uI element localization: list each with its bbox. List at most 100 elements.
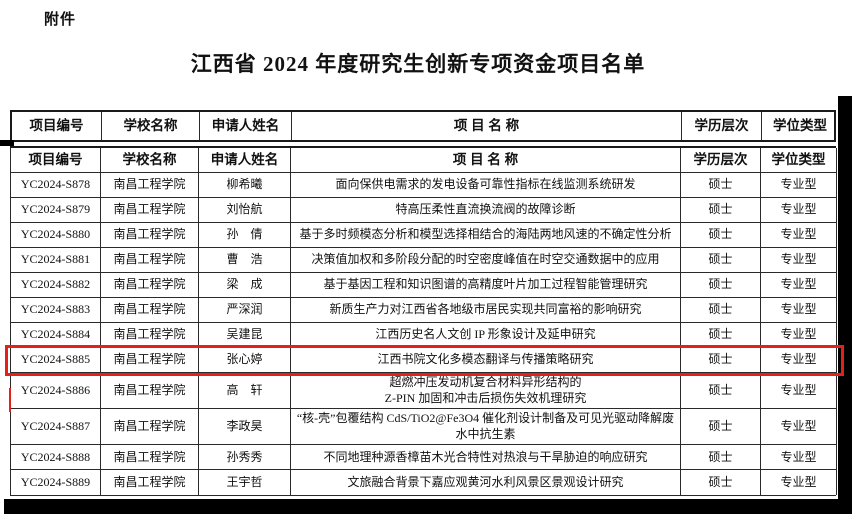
cell-level: 硕士 [681,409,761,446]
cell-applicant: 李政昊 [199,409,291,446]
table-row: YC2024-S878 南昌工程学院 柳希曦 面向保供电需求的发电设备可靠性指标在线监… [11,173,837,198]
project-table: 项目编号 学校名称 申请人姓名项 目 名 称学历层次 学位类型 项目编号 学校名称 申请人… [5,110,844,497]
cell-project-id: YC2024-S879 [11,198,101,223]
header-cell: 项目编号 [12,112,102,140]
cell-project-title: “核-壳”包覆结构 CdS/TiO2@Fe3O4 催化剂设计制备及可见光驱动降解… [291,409,681,446]
cell-school: 南昌工程学院 [101,323,199,348]
cell-level: 硕士 [681,348,761,373]
cell-level: 硕士 [681,470,761,496]
cell-school: 南昌工程学院 [101,445,199,471]
cell-project-id: YC2024-S878 [11,173,101,198]
cell-degree-type: 专业型 [761,409,837,446]
cell-project-title: 面向保供电需求的发电设备可靠性指标在线监测系统研发 [291,173,681,198]
cell-school: 南昌工程学院 [101,470,199,496]
cell-applicant: 梁 成 [199,273,291,298]
cell-school: 南昌工程学院 [101,223,199,248]
cell-project-title: 文旅融合背景下嘉应观黄河水利风景区景观设计研究 [291,470,681,496]
cell-project-id: YC2024-S889 [11,470,101,496]
cell-school: 南昌工程学院 [101,273,199,298]
header-cell: 学历层次 [681,148,761,173]
cell-school: 南昌工程学院 [101,373,199,410]
cell-degree-type: 专业型 [761,223,837,248]
table-row: YC2024-S889 南昌工程学院 王宇哲 文旅融合背景下嘉应观黄河水利风景区景观设… [11,470,837,496]
cell-degree-type: 专业型 [761,198,837,223]
table-row: YC2024-S882 南昌工程学院梁 成基于基因工程和知识图谱的高精度叶片加工过… [11,273,837,298]
cell-project-id: YC2024-S886 [11,373,101,410]
page-title: 江西省 2024 年度研究生创新专项资金项目名单 [190,52,646,76]
header-cell: 项目编号 [11,148,101,173]
cell-degree-type: 专业型 [761,173,837,198]
cell-applicant: 王宇哲 [199,470,291,496]
cell-project-id: YC2024-S885 [11,348,101,373]
cell-project-id: YC2024-S884 [11,323,101,348]
table-row: YC2024-S883 南昌工程学院 严深润 新质生产力对江西省各地级市居民实现共同富… [11,298,837,323]
table-row: YC2024-S888 南昌工程学院 孙秀秀 不同地理种源香樟苗木光合特性对热浪与干旱… [11,445,837,471]
header-cell: 学历层次 [682,112,762,140]
cell-applicant: 刘怡航 [199,198,291,223]
window-border-right [838,96,852,513]
cell-degree-type: 专业型 [761,273,837,298]
header-cell: 学校名称 [101,148,199,173]
header-cell: 申请人姓名 [199,148,291,173]
table-row: YC2024-S879 南昌工程学院 刘怡航 特高压柔性直流换流阀的故障诊断 硕士 专业型 [11,198,837,223]
cell-project-id: YC2024-S882 [11,273,101,298]
cell-applicant: 柳希曦 [199,173,291,198]
header-cell: 项 目 名 称 [291,148,681,173]
cell-applicant: 高 轩 [199,373,291,410]
cell-level: 硕士 [681,373,761,410]
cell-project-title: 基于多时频模态分析和模型选择相结合的海陆两地风速的不确定性分析 [291,223,681,248]
header-cell: 学位类型 [761,148,837,173]
table-row: YC2024-S885 南昌工程学院 张心婷 江西书院文化多模态翻译与传播策略研究 硕士… [5,345,844,376]
cell-project-title: 决策值加权和多阶段分配的时空密度峰值在时空交通数据中的应用 [291,248,681,273]
header-cell: 申请人姓名 [200,112,292,140]
cell-level: 硕士 [681,198,761,223]
cell-degree-type: 专业型 [761,248,837,273]
header-cell: 学校名称 [102,112,200,140]
table-row: YC2024-S884 南昌工程学院 吴建昆 江西历史名人文创 IP 形象设计及延申研… [11,323,837,348]
cell-degree-type: 专业型 [761,470,837,496]
cell-level: 硕士 [681,223,761,248]
cell-applicant: 严深润 [199,298,291,323]
red-tick-mark [9,388,11,412]
table-body-frame: 项目编号 学校名称 申请人姓名项 目 名 称学历层次 学位类型 YC2024-S878… [5,146,844,497]
cell-level: 硕士 [681,445,761,471]
cell-applicant: 吴建昆 [199,323,291,348]
cell-applicant: 曹 浩 [199,248,291,273]
attachment-label: 附件 [44,12,77,28]
header-row-repeated: 项目编号 学校名称 申请人姓名项 目 名 称学历层次 学位类型 [11,148,837,173]
cell-level: 硕士 [681,248,761,273]
table-row: YC2024-S887 南昌工程学院 李政昊 “核-壳”包覆结构 CdS/TiO2@F… [11,409,837,446]
cell-degree-type: 专业型 [761,298,837,323]
header-cell: 项 目 名 称 [292,112,682,140]
cell-project-id: YC2024-S883 [11,298,101,323]
cell-school: 南昌工程学院 [101,248,199,273]
cell-applicant: 孙 倩 [199,223,291,248]
cell-school: 南昌工程学院 [101,409,199,446]
cell-project-title: 不同地理种源香樟苗木光合特性对热浪与干旱胁迫的响应研究 [291,445,681,471]
cell-project-id: YC2024-S888 [11,445,101,471]
cell-level: 硕士 [681,323,761,348]
table-row: YC2024-S881 南昌工程学院曹 浩决策值加权和多阶段分配的时空密度峰值在时… [11,248,837,273]
window-border-bottom [4,499,852,514]
cell-project-title: 特高压柔性直流换流阀的故障诊断 [291,198,681,223]
cell-level: 硕士 [681,273,761,298]
cell-degree-type: 专业型 [761,445,837,471]
cell-degree-type: 专业型 [761,323,837,348]
table-body: YC2024-S878 南昌工程学院 柳希曦 面向保供电需求的发电设备可靠性指标在线监… [5,173,844,496]
cell-project-title: 江西历史名人文创 IP 形象设计及延申研究 [291,323,681,348]
cell-school: 南昌工程学院 [101,173,199,198]
cell-project-title: 超燃冲压发动机复合材料异形结构的 Z-PIN 加固和冲击后损伤失效机理研究 [291,373,681,410]
cell-project-title: 基于基因工程和知识图谱的高精度叶片加工过程智能管理研究 [291,273,681,298]
cell-level: 硕士 [681,173,761,198]
cell-school: 南昌工程学院 [101,348,199,373]
cell-applicant: 张心婷 [199,348,291,373]
cell-degree-type: 专业型 [761,373,837,410]
table-row: YC2024-S886 南昌工程学院高 轩超燃冲压发动机复合材料异形结构的 Z-P… [11,373,837,410]
header-row-primary: 项目编号 学校名称 申请人姓名项 目 名 称学历层次 学位类型 [10,110,836,142]
cell-applicant: 孙秀秀 [199,445,291,471]
cell-project-title: 江西书院文化多模态翻译与传播策略研究 [291,348,681,373]
cell-level: 硕士 [681,298,761,323]
cell-project-title: 新质生产力对江西省各地级市居民实现共同富裕的影响研究 [291,298,681,323]
cell-project-id: YC2024-S881 [11,248,101,273]
